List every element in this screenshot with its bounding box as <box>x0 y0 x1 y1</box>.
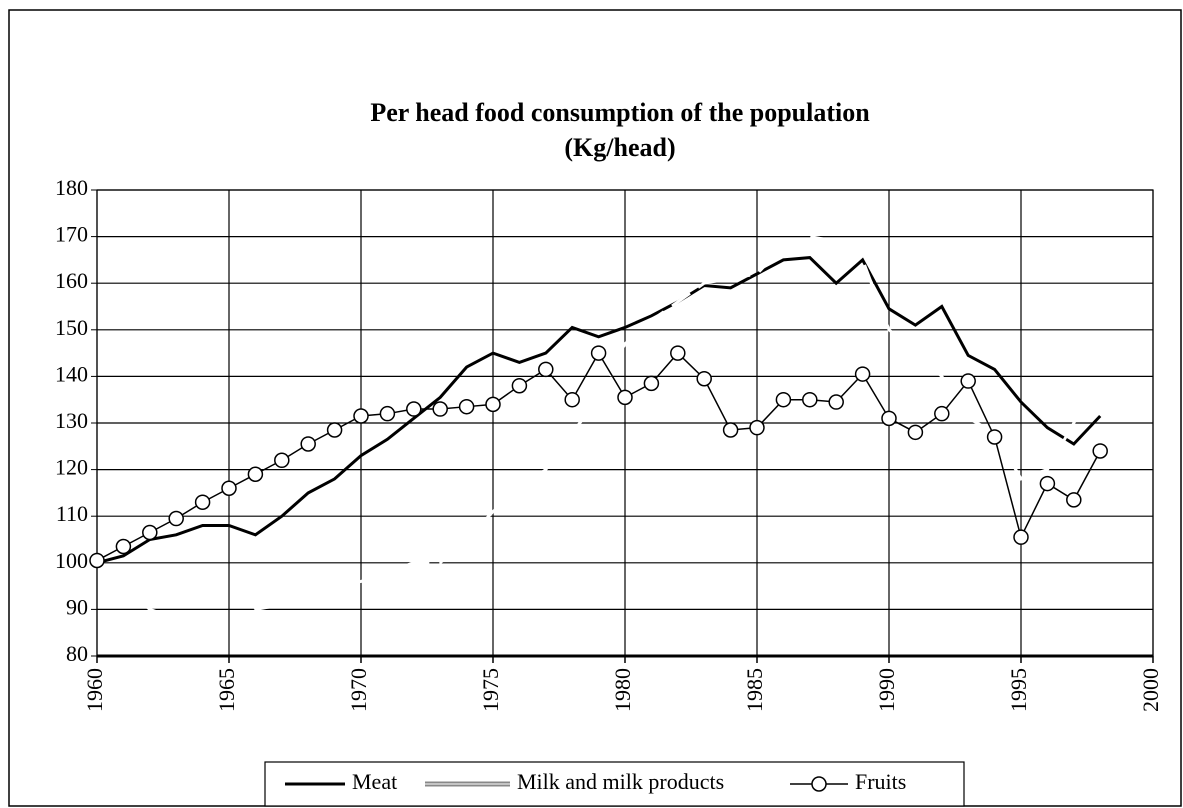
point-marker <box>458 398 475 415</box>
x-tick-label: 2000 <box>1138 668 1163 712</box>
point-marker <box>115 538 132 555</box>
point-marker <box>353 408 369 424</box>
point-marker <box>1092 443 1108 459</box>
y-tick-label: 180 <box>55 175 88 200</box>
point-marker <box>194 494 211 510</box>
point-marker <box>1013 529 1029 545</box>
point-marker <box>881 410 897 427</box>
point-marker <box>1039 475 1056 492</box>
point-marker <box>960 373 976 389</box>
point-marker <box>643 375 660 392</box>
x-tick-label: 1995 <box>1006 668 1031 712</box>
point-marker <box>986 429 1003 445</box>
y-tick-label: 160 <box>55 268 88 293</box>
x-tick-label: 1970 <box>346 668 371 712</box>
point-marker <box>221 480 237 496</box>
point-marker <box>1066 492 1082 508</box>
point-marker <box>89 552 105 569</box>
y-tick-label: 110 <box>56 501 88 526</box>
point-marker <box>247 466 264 483</box>
legend-marker <box>811 776 827 792</box>
point-marker <box>274 452 290 469</box>
point-marker <box>142 524 158 541</box>
x-tick-label: 1975 <box>478 668 503 712</box>
legend-label: Fruits <box>855 769 906 794</box>
point-marker <box>485 396 501 413</box>
y-tick-label: 120 <box>55 455 88 480</box>
x-tick-label: 1965 <box>214 668 239 712</box>
series-line <box>96 235 1102 640</box>
point-marker <box>538 361 554 378</box>
point-marker <box>406 401 422 417</box>
legend-label: Meat <box>352 769 397 794</box>
y-tick-label: 80 <box>66 641 88 666</box>
x-tick-label: 1990 <box>874 668 899 712</box>
point-marker <box>775 391 792 408</box>
y-tick-label: 170 <box>55 222 88 247</box>
point-marker <box>722 422 739 438</box>
point-marker <box>326 422 343 438</box>
point-marker <box>670 345 686 361</box>
y-tick-label: 140 <box>55 361 88 386</box>
point-marker <box>379 405 396 422</box>
point-marker <box>590 345 607 361</box>
point-marker <box>934 405 950 422</box>
y-tick-label: 130 <box>55 408 88 433</box>
point-marker <box>168 510 184 527</box>
y-tick-label: 90 <box>66 594 88 619</box>
point-marker <box>907 424 924 441</box>
legend-label: Milk and milk products <box>517 769 724 794</box>
chart-title: Per head food consumption of the populat… <box>370 98 870 127</box>
point-marker <box>617 389 633 406</box>
point-marker <box>432 401 448 417</box>
y-tick-label: 100 <box>55 548 88 573</box>
chart-subtitle: (Kg/head) <box>564 133 675 162</box>
point-marker <box>511 377 528 394</box>
series-line <box>96 256 1102 565</box>
point-marker <box>696 370 712 387</box>
point-marker <box>828 394 844 410</box>
point-marker <box>300 436 316 452</box>
point-marker <box>749 419 765 436</box>
point-marker <box>564 391 580 408</box>
x-tick-label: 1960 <box>82 668 107 712</box>
y-tick-label: 150 <box>55 315 88 340</box>
point-marker <box>802 391 818 408</box>
x-tick-label: 1985 <box>742 668 767 712</box>
x-tick-label: 1980 <box>610 668 635 712</box>
point-marker <box>854 366 871 382</box>
